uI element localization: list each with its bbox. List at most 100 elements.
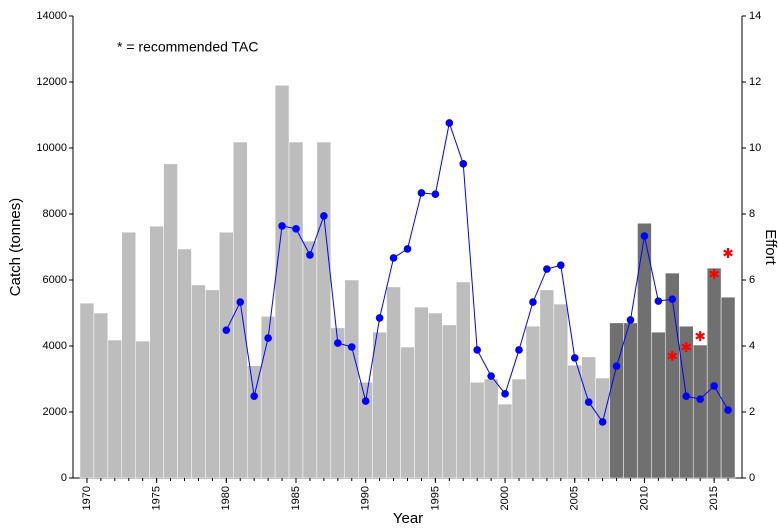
bar [274,85,290,479]
effort-point [306,251,314,259]
effort-point [515,346,523,354]
effort-point [626,316,635,324]
y2-tick-label: 6 [749,274,755,286]
effort-point [473,346,481,354]
x-tick-label: 2015 [708,486,720,510]
bar [121,231,136,479]
bar [553,303,569,479]
bar [344,279,359,479]
y2-tick-label: 14 [749,10,761,22]
x-tick-label: 2000 [499,486,511,510]
y-tick-label: 8000 [43,208,67,220]
tac-marker [667,350,678,361]
effort-point [570,354,579,362]
bar [233,141,248,479]
bar [107,339,123,479]
tac-marker [723,247,733,258]
bar [330,327,346,479]
y-tick-label: 0 [61,472,67,484]
y2-tick-label: 12 [749,76,761,88]
bar [456,281,471,479]
bar [288,141,304,479]
bar [483,378,499,479]
bar [511,378,527,479]
bar [637,222,652,479]
effort-point [459,160,468,168]
bar [372,331,387,479]
bar [692,344,708,479]
x-axis-label: Year [393,510,423,527]
effort-point [543,265,551,273]
annotation: * = recommended TAC [117,39,259,55]
effort-point [375,314,384,322]
bar [595,377,610,479]
effort-point [654,297,663,305]
effort-point [598,418,607,426]
y-tick-label: 4000 [43,340,67,352]
effort-point [236,298,245,306]
bar [623,322,638,479]
bar [246,365,262,479]
effort-point [487,372,495,380]
effort-point [222,326,231,334]
y2-tick-label: 8 [749,208,755,220]
effort-point [403,245,412,253]
bar [93,312,109,479]
bar [414,306,429,479]
y2-axis-label: Effort [762,229,778,265]
effort-point [417,189,426,197]
x-tick-label: 1990 [360,486,372,510]
effort-point [278,222,286,230]
bar [567,364,582,479]
bar [539,289,555,479]
effort-point [292,225,300,233]
effort-point [445,119,454,127]
effort-point [334,339,342,347]
bar [428,312,443,479]
bar [525,325,541,479]
effort-point [710,382,718,390]
effort-point [640,232,649,240]
effort-point [557,261,565,269]
bar [219,231,234,479]
effort-point [361,397,370,405]
y-axis-label: Catch (tonnes) [7,198,24,296]
effort-point [320,212,328,220]
bar [177,248,192,479]
effort-point [250,392,258,400]
effort-point [529,298,537,306]
bar [149,225,164,479]
bar [651,331,666,479]
bar [720,296,736,479]
bar [609,322,624,479]
effort-point [584,398,593,406]
y2-tick-label: 0 [749,472,755,484]
bar [469,382,485,479]
effort-point [668,295,677,303]
bar [135,340,150,479]
y-tick-label: 10000 [36,142,67,154]
x-tick-label: 1985 [290,486,302,510]
y2-tick-label: 4 [749,340,755,352]
bar [400,346,415,479]
bar [302,240,318,479]
x-tick-label: 2010 [638,486,650,510]
effort-point [431,190,440,198]
effort-point [501,390,509,398]
effort-point [612,362,621,370]
effort-point [389,254,398,262]
y-tick-label: 14000 [36,10,67,22]
x-tick-label: 1995 [429,486,441,510]
effort-point [264,334,272,342]
bar [205,289,220,479]
bar [665,272,680,479]
y-tick-label: 2000 [43,406,67,418]
y2-tick-label: 2 [749,406,755,418]
bar [497,403,513,479]
effort-point [696,395,704,403]
bar [442,324,457,479]
bar [191,284,206,479]
y-tick-label: 12000 [36,76,67,88]
bar [316,141,332,479]
